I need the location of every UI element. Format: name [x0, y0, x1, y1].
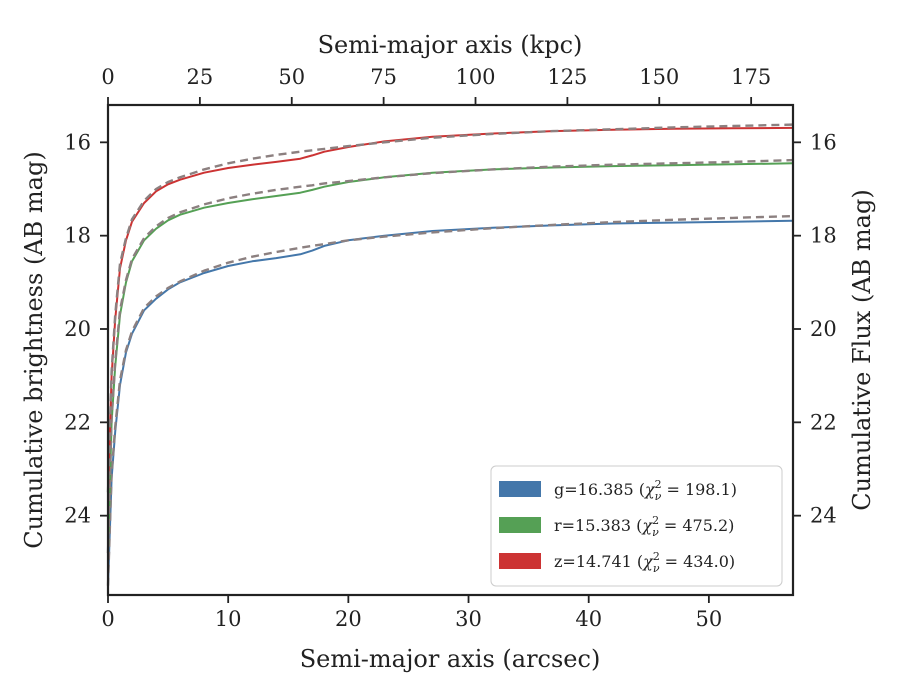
curves-layer [106, 123, 794, 586]
x-top-tick-label-0: 0 [101, 65, 114, 89]
y-tick-label-0: 16 [64, 130, 91, 154]
y-right-tick-label-2: 20 [810, 317, 837, 341]
x-top-tick-label-5: 125 [547, 65, 587, 89]
x-top-tick-label-3: 75 [370, 65, 397, 89]
y-right-tick-label-1: 18 [810, 224, 837, 248]
legend-label-z: z=14.741 (χ2 ν = 434.0) [554, 550, 735, 575]
x-tick-label-0: 0 [101, 607, 114, 631]
legend-swatch-z [499, 553, 541, 569]
model-line-2 [106, 123, 794, 493]
legend-label-g: g=16.385 (χ2 ν = 198.1) [554, 478, 737, 503]
y-right-tick-label-3: 22 [810, 410, 837, 434]
y-tick-label-3: 22 [64, 410, 91, 434]
plot-frame [106, 103, 795, 597]
x-top-tick-label-1: 25 [187, 65, 214, 89]
y-right-tick-label-0: 16 [810, 130, 837, 154]
legend-swatch-g [499, 481, 541, 497]
legend: g=16.385 (χ2 ν = 198.1) r=15.383 (χ2 ν = 4… [490, 465, 783, 587]
y-axis-title: Cumulative brightness (AB mag) [20, 151, 48, 548]
y-axis-right-title: Cumulative Flux (AB mag) [848, 189, 876, 510]
x-top-tick-label-4: 100 [455, 65, 495, 89]
y-tick-label-4: 24 [64, 504, 91, 528]
x-top-tick-label-6: 150 [639, 65, 679, 89]
ticks-layer: 0 10 20 30 40 50 0 25 50 75 100 125 150 175 16 16 18 18 20… [64, 65, 836, 631]
model-line-1 [106, 158, 794, 554]
x-top-tick-label-2: 50 [278, 65, 305, 89]
legend-label-r: r=15.383 (χ2 ν = 475.2) [554, 514, 734, 539]
legend-swatch-r [499, 517, 541, 533]
y-right-tick-label-4: 24 [810, 504, 837, 528]
x-axis-top-title: Semi-major axis (kpc) [318, 31, 583, 59]
x-tick-label-2: 20 [335, 607, 362, 631]
x-tick-label-3: 30 [455, 607, 482, 631]
x-axis-title: Semi-major axis (arcsec) [300, 645, 601, 673]
x-tick-label-5: 50 [696, 607, 723, 631]
x-tick-label-1: 10 [215, 607, 242, 631]
x-tick-label-4: 40 [575, 607, 602, 631]
series-line-2 [107, 126, 794, 493]
model-line-0 [106, 214, 794, 586]
y-tick-label-2: 20 [64, 317, 91, 341]
legend-box [490, 465, 783, 587]
x-top-tick-label-7: 175 [731, 65, 771, 89]
y-tick-label-1: 18 [64, 224, 91, 248]
